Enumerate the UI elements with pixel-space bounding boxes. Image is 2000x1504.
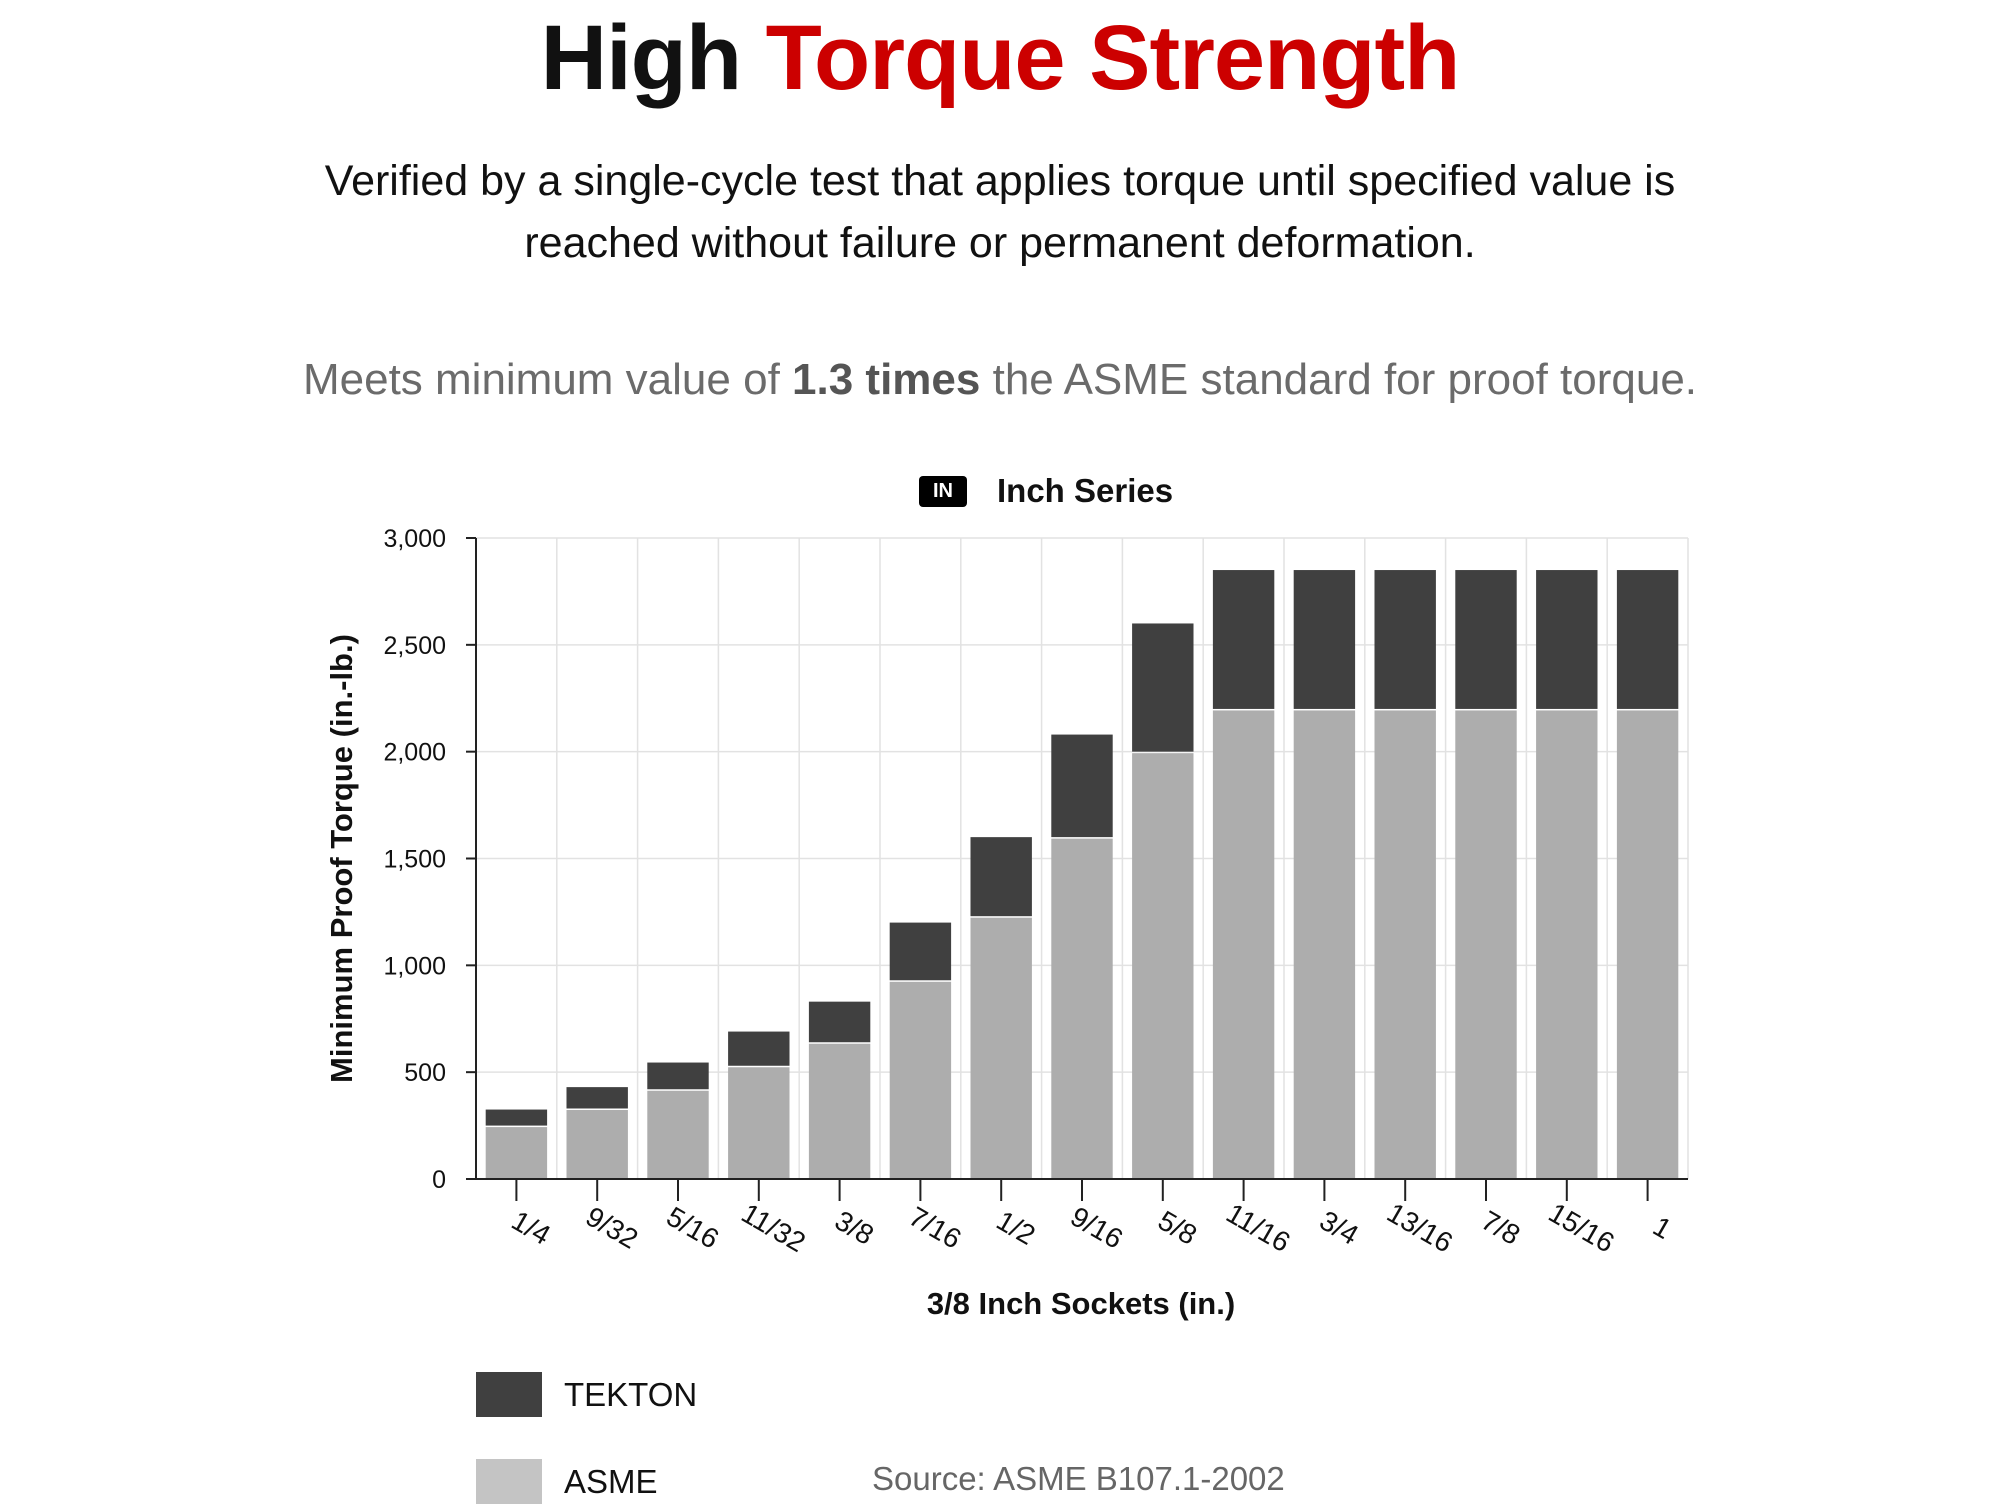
source-note: Source: ASME B107.1-2002	[872, 1460, 1285, 1497]
bar-tekton	[808, 1001, 871, 1043]
bar-asme	[728, 1067, 790, 1179]
x-tick-label: 5/16	[661, 1201, 724, 1255]
bar-tekton	[1455, 570, 1517, 709]
bar-tekton	[647, 1062, 709, 1090]
bar-tekton	[970, 837, 1032, 917]
x-tick-label: 11/16	[1221, 1197, 1295, 1258]
x-tick-label: 7/16	[904, 1201, 967, 1255]
x-tick-label: 1/4	[507, 1205, 556, 1251]
x-tick-label: 3/4	[1315, 1205, 1364, 1251]
asme-note: Meets minimum value of 1.3 times the ASM…	[302, 355, 1698, 404]
bar-tekton	[1616, 570, 1679, 709]
bar-tekton	[728, 1031, 790, 1066]
x-tick-label: 5/8	[1153, 1205, 1202, 1251]
legend-swatch-tekton	[476, 1372, 542, 1417]
bar-tekton	[1536, 570, 1598, 709]
chart-title: IN Inch Series	[919, 472, 1173, 510]
y-tick-label: 0	[432, 1166, 446, 1194]
inch-badge: IN	[919, 475, 967, 507]
y-tick-label: 3,000	[383, 525, 446, 553]
bar-asme	[1212, 710, 1275, 1179]
y-tick-label: 1,500	[383, 846, 446, 874]
x-tick-label: 15/16	[1543, 1197, 1619, 1259]
bar-tekton	[566, 1087, 628, 1109]
bar-asme	[647, 1090, 709, 1179]
y-tick-label: 500	[404, 1059, 446, 1087]
bar-tekton	[485, 1109, 548, 1126]
x-tick-label: 9/16	[1065, 1201, 1128, 1255]
legend-tekton: TEKTON	[476, 1372, 697, 1417]
y-tick-label: 2,500	[383, 632, 446, 660]
y-axis-label: Minimum Proof Torque (in.-lb.)	[324, 634, 359, 1083]
bar-asme	[566, 1109, 628, 1179]
bar-asme	[1374, 710, 1436, 1179]
y-tick-label: 1,000	[383, 952, 446, 980]
bar-tekton	[889, 922, 952, 981]
x-tick-label: 11/32	[736, 1197, 810, 1258]
bar-asme	[970, 917, 1032, 1179]
bar-tekton	[1293, 570, 1356, 709]
x-tick-label: 1/2	[991, 1205, 1040, 1251]
x-tick-label: 3/8	[830, 1205, 879, 1251]
x-tick-label: 7/8	[1476, 1205, 1525, 1251]
x-axis-label: 3/8 Inch Sockets (in.)	[927, 1286, 1235, 1321]
bar-tekton	[1212, 570, 1275, 709]
bar-asme	[485, 1127, 548, 1179]
bar-asme	[1051, 838, 1113, 1179]
x-tick-label: 13/16	[1382, 1197, 1458, 1259]
bar-tekton	[1132, 623, 1194, 752]
bar-tekton	[1374, 570, 1436, 709]
bar-asme	[1132, 753, 1194, 1179]
x-tick-label: 9/32	[581, 1201, 644, 1255]
bar-asme	[889, 981, 952, 1179]
y-tick-label: 2,000	[383, 739, 446, 767]
page-title: High Torque Strength	[540, 7, 1461, 109]
bar-tekton	[1051, 734, 1113, 838]
bar-asme	[808, 1043, 871, 1179]
bar-asme	[1455, 710, 1517, 1179]
legend-swatch-asme	[476, 1459, 542, 1504]
subtitle: Verified by a single-cycle test that app…	[324, 157, 1676, 267]
series-label: Inch Series	[997, 472, 1174, 509]
legend-asme: ASME	[476, 1459, 658, 1504]
x-tick-label: 1	[1648, 1210, 1677, 1245]
bar-asme	[1293, 710, 1356, 1179]
title-accent: Torque Strength	[765, 7, 1461, 109]
bar-asme	[1616, 710, 1679, 1179]
bar-asme	[1536, 710, 1598, 1179]
